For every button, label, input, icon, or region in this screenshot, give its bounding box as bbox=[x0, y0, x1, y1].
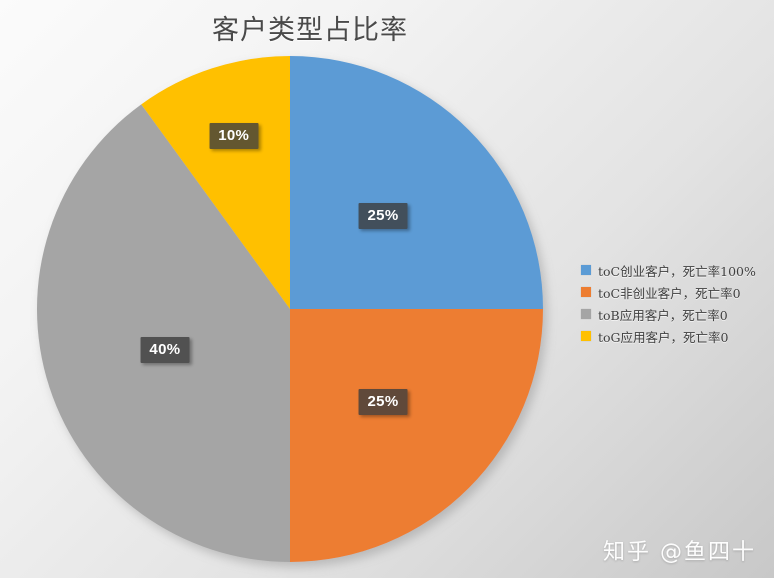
legend-item-label: toG应用客户，死亡率0 bbox=[598, 329, 729, 345]
legend-item[interactable]: toB应用客户，死亡率0 bbox=[581, 303, 756, 325]
pie-data-label: 25% bbox=[358, 389, 408, 415]
legend-item-label: toC创业客户，死亡率100% bbox=[598, 263, 756, 279]
chart-title: 客户类型占比率 bbox=[212, 15, 408, 46]
pie-slice[interactable] bbox=[141, 56, 290, 309]
pie-slice[interactable] bbox=[290, 309, 543, 562]
pie-slice[interactable] bbox=[37, 104, 290, 562]
pie-slice[interactable] bbox=[290, 56, 543, 309]
legend-item[interactable]: toC创业客户，死亡率100% bbox=[581, 259, 756, 281]
legend-item-label: toC非创业客户，死亡率0 bbox=[598, 285, 741, 301]
pie-plot-area: 25% 25% 40% 10% bbox=[37, 56, 543, 562]
pie-data-label: 10% bbox=[209, 122, 259, 149]
pie-data-label: 40% bbox=[140, 336, 190, 363]
watermark: 知乎 @鱼四十 bbox=[603, 540, 756, 565]
pie-slices-group bbox=[37, 56, 543, 562]
pie-data-label: 25% bbox=[358, 203, 408, 229]
legend-color-swatch bbox=[581, 309, 591, 319]
pie-svg bbox=[37, 56, 543, 562]
legend-item[interactable]: toG应用客户，死亡率0 bbox=[581, 325, 756, 347]
legend-item-label: toB应用客户，死亡率0 bbox=[598, 307, 728, 323]
legend-color-swatch bbox=[581, 331, 591, 341]
legend-item[interactable]: toC非创业客户，死亡率0 bbox=[581, 281, 756, 303]
legend-color-swatch bbox=[581, 265, 591, 275]
legend-color-swatch bbox=[581, 287, 591, 297]
legend: toC创业客户，死亡率100% toC非创业客户，死亡率0 toB应用客户，死亡率0… bbox=[581, 259, 756, 347]
